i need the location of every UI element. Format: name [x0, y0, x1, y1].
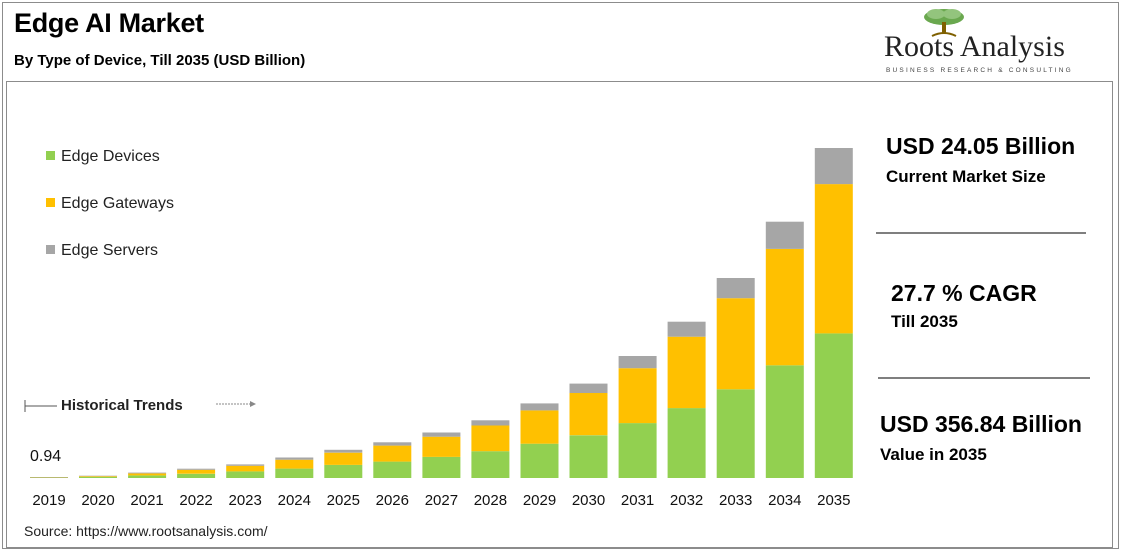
bar-edge-servers-2027	[422, 432, 461, 437]
bar-edge-gateways-2027	[422, 436, 461, 457]
bar-edge-servers-2028	[471, 420, 510, 426]
bar-edge-gateways-2020	[79, 476, 117, 477]
logo-name: Roots Analysis	[884, 30, 1065, 63]
bar-edge-gateways-2029	[520, 410, 559, 444]
legend-item-edge-servers: Edge Servers	[46, 242, 158, 260]
legend-label-edge-gateways: Edge Gateways	[61, 195, 174, 212]
tree-logo-icon	[924, 9, 964, 37]
bar-edge-devices-2033	[716, 389, 755, 478]
bar-edge-servers-2031	[618, 356, 657, 369]
x-tick-label: 2021	[130, 492, 163, 509]
bar-edge-servers-2034	[765, 221, 804, 249]
historical-arrow-icon	[24, 400, 256, 412]
bar-edge-gateways-2023	[226, 465, 265, 472]
bar-edge-devices-2034	[765, 365, 804, 478]
chart-title: Edge AI Market	[14, 8, 204, 38]
bar-edge-gateways-2031	[618, 368, 657, 424]
bar-edge-servers-2029	[520, 403, 559, 411]
x-tick-label: 2032	[670, 492, 703, 509]
bar-edge-devices-2027	[422, 456, 461, 478]
x-tick-label: 2023	[229, 492, 262, 509]
bar-edge-gateways-2021	[128, 473, 167, 476]
bar-edge-devices-2026	[373, 461, 412, 478]
legend-swatch-edge-devices	[46, 151, 55, 161]
roots-analysis-logo: Roots Analysis BUSINESS RESEARCH & CONSU…	[870, 8, 1100, 78]
bar-edge-gateways-2032	[667, 336, 706, 409]
x-tick-label: 2022	[179, 492, 212, 509]
bar-edge-gateways-2030	[569, 393, 608, 436]
bar-edge-servers-2033	[716, 278, 755, 299]
bar-edge-servers-2030	[569, 383, 608, 393]
bar-edge-servers-2021	[128, 472, 167, 474]
legend-swatch-edge-gateways	[46, 198, 55, 208]
x-tick-label: 2028	[474, 492, 507, 509]
x-tick-label: 2029	[523, 492, 556, 509]
cagr-label: Till 2035	[891, 312, 958, 331]
cagr-value: 27.7 % CAGR	[891, 280, 1037, 306]
bar-edge-servers-2025	[324, 449, 363, 453]
bar-edge-devices-2021	[128, 475, 167, 478]
x-tick-label: 2035	[817, 492, 850, 509]
stats-divider-2	[878, 377, 1090, 379]
bar-edge-devices-2028	[471, 451, 510, 478]
bar-edge-gateways-2028	[471, 425, 510, 452]
bar-edge-devices-2032	[667, 408, 706, 478]
bar-edge-servers-2023	[226, 464, 265, 466]
legend-item-edge-gateways: Edge Gateways	[46, 195, 174, 213]
bar-edge-servers-2035	[814, 148, 853, 185]
legend-swatch-edge-servers	[46, 245, 55, 255]
bar-edge-gateways-2026	[373, 445, 412, 462]
bar-edge-gateways-2025	[324, 452, 363, 465]
x-tick-label: 2026	[376, 492, 409, 509]
x-tick-label: 2020	[81, 492, 114, 509]
bar-edge-gateways-2033	[716, 298, 755, 390]
source-note: Source: https://www.rootsanalysis.com/	[24, 523, 268, 539]
bar-edge-devices-2020	[79, 476, 117, 478]
x-tick-label: 2019	[32, 492, 65, 509]
bar-edge-servers-2020	[79, 475, 117, 477]
bar-edge-gateways-2022	[177, 469, 216, 474]
historical-trends-label: Historical Trends	[61, 397, 183, 414]
x-tick-label: 2031	[621, 492, 654, 509]
bar-edge-servers-2019	[30, 477, 68, 478]
historical-trends-annotation: Historical Trends	[24, 395, 264, 417]
bar-edge-servers-2026	[373, 442, 412, 446]
first-value-label: 0.94	[30, 448, 61, 465]
legend-label-edge-servers: Edge Servers	[61, 242, 158, 259]
x-tick-label: 2033	[719, 492, 752, 509]
x-tick-label: 2024	[278, 492, 311, 509]
future-market-label: Value in 2035	[880, 445, 987, 464]
bar-edge-devices-2030	[569, 435, 608, 478]
bar-edge-servers-2024	[275, 457, 314, 460]
bar-edge-devices-2023	[226, 471, 265, 478]
bar-edge-devices-2022	[177, 473, 216, 478]
bar-edge-devices-2019	[30, 477, 68, 478]
x-tick-label: 2027	[425, 492, 458, 509]
x-tick-label: 2030	[572, 492, 605, 509]
logo-tagline: BUSINESS RESEARCH & CONSULTING	[886, 67, 1073, 74]
bar-edge-gateways-2035	[814, 184, 853, 334]
bar-edge-servers-2032	[667, 321, 706, 337]
x-tick-label: 2025	[327, 492, 360, 509]
chart-panel	[6, 82, 1113, 548]
legend-item-edge-devices: Edge Devices	[46, 148, 160, 166]
bar-edge-devices-2029	[520, 443, 559, 478]
header-divider	[6, 81, 1113, 82]
legend-label-edge-devices: Edge Devices	[61, 148, 160, 165]
bar-edge-gateways-2034	[765, 248, 804, 366]
current-market-value: USD 24.05 Billion	[886, 133, 1076, 159]
bar-edge-devices-2035	[814, 333, 853, 478]
future-market-value: USD 356.84 Billion	[880, 411, 1082, 437]
stats-divider-1	[876, 232, 1086, 234]
bar-edge-gateways-2024	[275, 459, 314, 469]
current-market-label: Current Market Size	[886, 167, 1046, 186]
x-tick-label: 2034	[768, 492, 801, 509]
bar-edge-devices-2031	[618, 423, 657, 478]
bar-edge-devices-2024	[275, 468, 314, 478]
bar-edge-servers-2022	[177, 468, 216, 470]
chart-subtitle: By Type of Device, Till 2035 (USD Billio…	[14, 52, 306, 69]
bar-edge-devices-2025	[324, 464, 363, 478]
